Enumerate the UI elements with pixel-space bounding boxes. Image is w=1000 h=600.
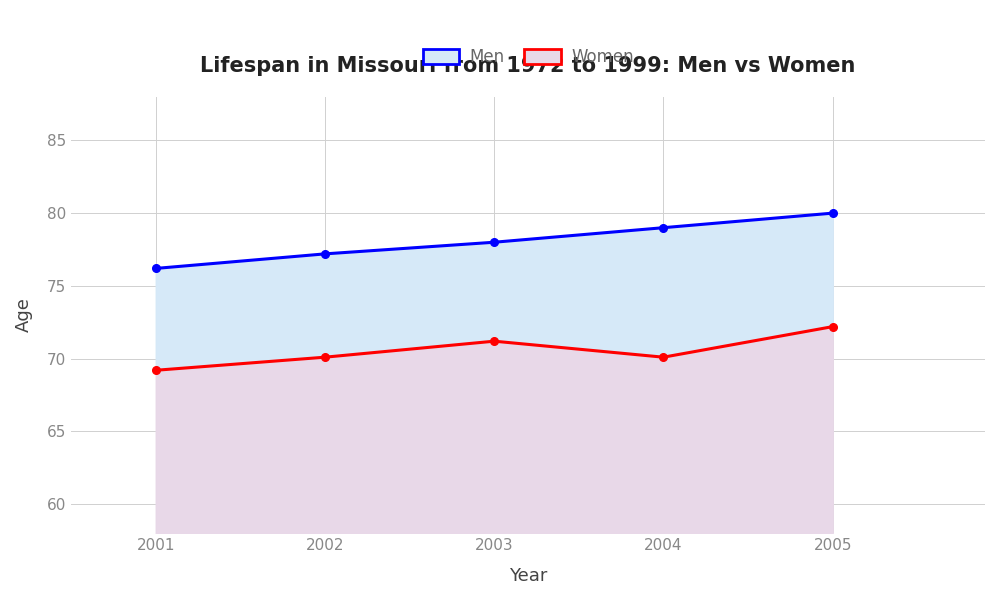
Legend: Men, Women: Men, Women — [423, 49, 634, 67]
X-axis label: Year: Year — [509, 567, 547, 585]
Y-axis label: Age: Age — [15, 298, 33, 332]
Title: Lifespan in Missouri from 1972 to 1999: Men vs Women: Lifespan in Missouri from 1972 to 1999: … — [200, 56, 856, 76]
